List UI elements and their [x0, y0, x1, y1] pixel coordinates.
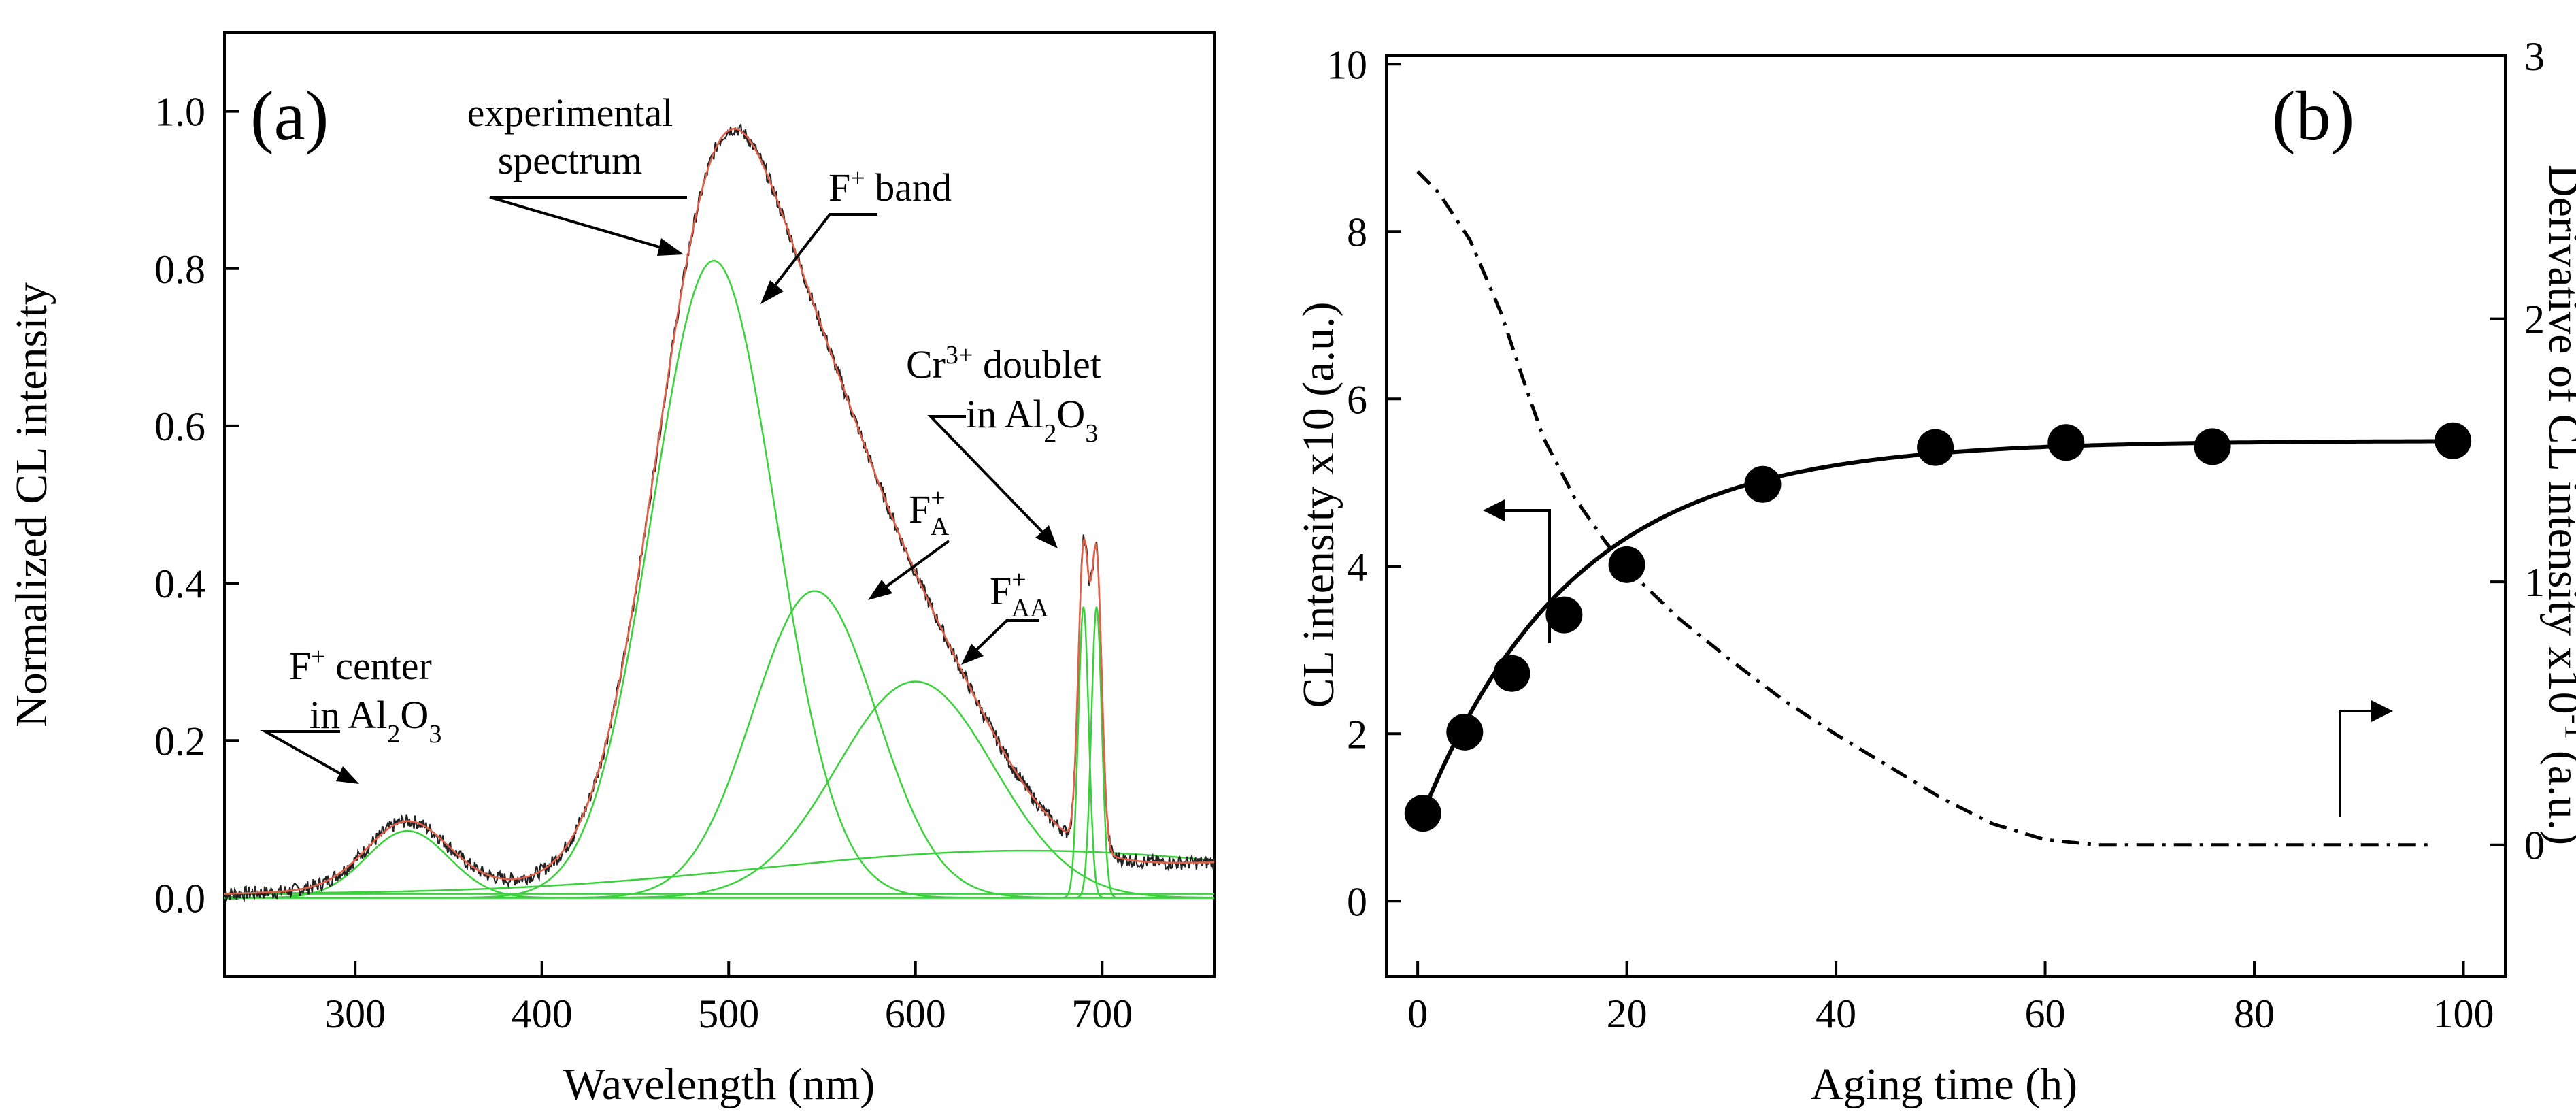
arrow-fcenter	[260, 730, 354, 783]
panel-b-x-tick-label: 80	[2234, 991, 2275, 1036]
experimental-spectrum-curve	[224, 122, 1216, 902]
arrow-experimental-head	[657, 238, 684, 256]
panel-a-plot-frame	[223, 31, 1216, 978]
cl-intensity-point	[2194, 428, 2231, 465]
cl-intensity-point	[1608, 546, 1645, 583]
panel-b-plot-frame	[1385, 54, 2507, 978]
arrow-fa-head	[868, 580, 892, 600]
arrow-to-right-axis	[2339, 710, 2381, 817]
arrow-fcenter-head	[336, 766, 359, 784]
panel-b-right-y-tick-label: 3	[2524, 34, 2545, 79]
annotation-fa: F+ A	[909, 484, 950, 541]
cl-intensity-point	[1545, 596, 1583, 634]
panel-b-left-y-axis-title: CL intensity x10 (a.u.)	[1294, 302, 1343, 708]
panel-b-x-tick-label: 40	[1816, 991, 1856, 1036]
panel-b-aging-chart: 0 20 40 60 80 100 0 2 4 6 8 10 0 1 2 3 (b) Aging time…	[1294, 34, 2576, 1109]
fit-curve	[224, 127, 1214, 895]
panel-b-left-y-tick-label: 10	[1326, 42, 1367, 87]
panel-a-y-tick-label: 0.4	[154, 561, 205, 606]
panel-a-curves	[224, 122, 1216, 902]
cl-intensity-point	[1744, 465, 1782, 503]
panel-b-left-y-tick-label: 2	[1347, 712, 1367, 757]
panel-b-left-y-tick-label: 0	[1347, 879, 1367, 924]
annotation-fplus-band: F+ band	[829, 164, 952, 210]
annotation-faa: F+ AA	[990, 565, 1049, 623]
arrow-faa-head	[961, 644, 984, 665]
arrow-cr-doublet	[927, 415, 1056, 546]
cl-intensity-point	[1917, 429, 1954, 466]
panel-a-y-tick-label: 0.6	[154, 404, 205, 449]
panel-a-x-axis-title: Wavelength (nm)	[563, 1059, 875, 1109]
panel-a-x-tick-label: 300	[324, 991, 386, 1036]
panel-a-x-ticks: 300 400 500 600 700	[324, 961, 1133, 1036]
cl-intensity-point	[1446, 713, 1484, 751]
panel-a-annotation-arrows	[260, 196, 1058, 784]
panel-b-right-y-tick-label: 2	[2524, 297, 2545, 342]
annotation-cr-doublet-line2: in Al2O3	[966, 392, 1098, 448]
panel-a-y-tick-label: 0.2	[154, 719, 205, 763]
arrow-cr-doublet-head	[1035, 525, 1058, 548]
panel-b-x-tick-label: 20	[1607, 991, 1647, 1036]
panel-a-x-tick-label: 600	[885, 991, 946, 1036]
panel-a-y-tick-label: 0.8	[154, 247, 205, 292]
panel-b-label: (b)	[2272, 77, 2354, 155]
arrow-fplus-band	[764, 213, 877, 299]
panel-a-y-axis-title: Normalized CL intensity	[7, 282, 56, 727]
panel-b-left-y-ticks: 0 2 4 6 8 10	[1326, 42, 1401, 924]
panel-a-spectrum-chart: 300 400 500 600 700 0.0 0.2 0.4 0.6 0.8 1.0 (a) W…	[7, 31, 1216, 1109]
panel-b-x-axis-title: Aging time (h)	[1811, 1059, 2077, 1109]
panel-b-x-tick-label: 60	[2025, 991, 2066, 1036]
panel-a-label: (a)	[250, 77, 329, 155]
arrow-faa	[965, 619, 1039, 661]
arrow-experimental	[489, 196, 687, 254]
annotation-experimental-line1: experimental	[467, 91, 673, 135]
component-background	[224, 849, 1215, 895]
panel-a-x-tick-label: 500	[698, 991, 759, 1036]
panel-b-series	[1404, 170, 2472, 847]
annotation-fcenter-line1: F+ center	[289, 642, 432, 688]
panel-b-right-y-axis-title: Derivative of CL intensity x10-1 (a.u.)	[2539, 165, 2576, 845]
arrow-to-left-axis	[1495, 509, 1551, 643]
arrow-to-left-axis-head	[1483, 499, 1505, 521]
panel-b-x-tick-label: 0	[1407, 991, 1428, 1036]
derivative-dash-dot-curve	[1416, 170, 2432, 847]
panel-b-left-y-tick-label: 8	[1347, 210, 1367, 254]
panel-b-right-y-ticks: 0 1 2 3	[2490, 34, 2545, 868]
annotation-experimental-line2: spectrum	[498, 138, 643, 182]
component-curve-5	[224, 606, 1214, 899]
panel-a-y-tick-label: 1.0	[154, 90, 205, 135]
annotation-cr-doublet-line1: Cr3+ doublet	[906, 341, 1101, 387]
panel-b-x-ticks: 0 20 40 60 80 100	[1407, 961, 2494, 1036]
annotation-fcenter-line2: in Al2O3	[310, 693, 441, 749]
arrow-to-right-axis-head	[2371, 700, 2393, 722]
panel-b-x-tick-label: 100	[2433, 991, 2494, 1036]
panel-b-left-y-tick-label: 4	[1347, 544, 1367, 589]
cl-intensity-point	[2047, 424, 2085, 461]
arrow-fplus-band-head	[760, 280, 784, 304]
panel-a-y-tick-label: 0.0	[154, 876, 205, 921]
panel-b-left-y-tick-label: 6	[1347, 377, 1367, 422]
cl-intensity-point	[1493, 655, 1530, 692]
panel-a-x-tick-label: 700	[1071, 991, 1133, 1036]
panel-b-right-y-tick-label: 1	[2524, 560, 2545, 605]
panel-b-axis-indicator-arrows	[1483, 499, 2393, 817]
panel-a-y-ticks: 0.0 0.2 0.4 0.6 0.8 1.0	[154, 90, 239, 921]
cl-intensity-point	[2435, 422, 2472, 459]
panel-a-x-tick-label: 400	[512, 991, 573, 1036]
cl-intensity-point	[1404, 795, 1441, 832]
panel-b-right-y-tick-label: 0	[2524, 823, 2545, 868]
